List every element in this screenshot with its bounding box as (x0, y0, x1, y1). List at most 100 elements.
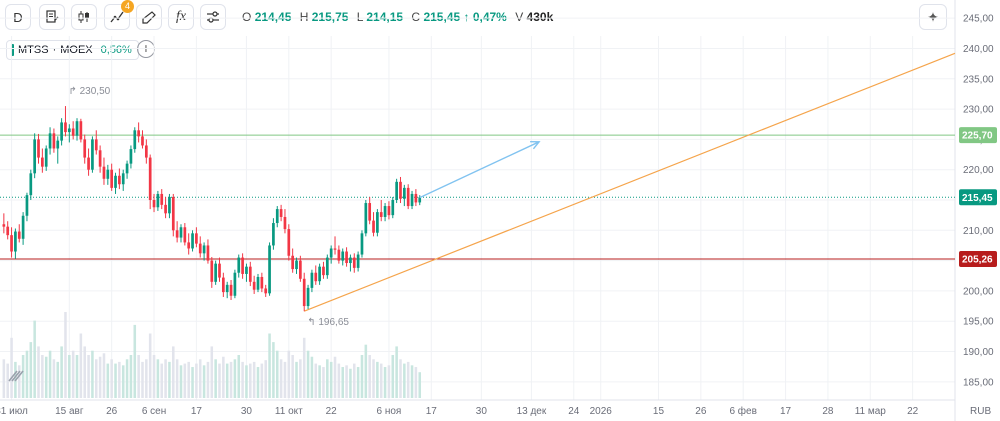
candle-body (187, 242, 191, 249)
candle-body (152, 200, 156, 208)
compare-button[interactable] (39, 4, 65, 30)
ohlc-readout: O 214,45 H 215,75 L 214,15 C 215,45 ↑ 0,… (242, 10, 553, 24)
volume-bar (356, 367, 360, 398)
candle-body (318, 266, 321, 282)
support-tag (959, 251, 997, 268)
time-axis-label: 11 мар (855, 406, 887, 417)
candle-body (379, 212, 383, 217)
time-axis-label: 26 (695, 406, 707, 417)
candle-body (260, 276, 264, 289)
volume-bar (383, 367, 387, 398)
candle-body (329, 248, 333, 258)
candle-body (202, 245, 206, 254)
volume-bar (48, 350, 52, 398)
candle-body (168, 196, 171, 214)
interval-button[interactable]: D (5, 4, 31, 30)
candle-body (67, 128, 71, 133)
candle-body (71, 128, 75, 136)
watermark-stroke (8, 370, 18, 382)
open-value: 214,45 (254, 10, 292, 24)
volume-bar (264, 360, 267, 398)
candle-body (252, 281, 256, 290)
candle-body (114, 175, 117, 188)
candle-body (129, 149, 133, 164)
watermark-stroke (14, 370, 24, 382)
resistance-tag-label: 225,70 (962, 131, 993, 142)
volume-bar (245, 365, 248, 398)
volume-bar (110, 359, 113, 398)
time-axis-label: 6 фев (729, 405, 756, 417)
candle-body (33, 139, 37, 174)
candle-body (402, 187, 406, 199)
volume-bar (260, 363, 264, 398)
candle-body (229, 284, 233, 296)
trend-line (303, 52, 956, 312)
ticker-label: MTSS (18, 44, 49, 56)
price-axis-label: 195,00 (963, 317, 994, 328)
volume-bar (64, 312, 67, 398)
price-axis-label: 190,00 (963, 347, 994, 358)
candle-body (306, 287, 310, 307)
volume-bar (52, 359, 56, 398)
volume-bar (102, 353, 106, 398)
candle-body (302, 278, 306, 307)
volume-bar (387, 365, 391, 398)
volume-bar (291, 355, 294, 398)
candle-body (118, 175, 121, 185)
time-axis-label: 22 (907, 406, 919, 417)
candle-body (64, 122, 67, 133)
candle-body (352, 257, 356, 268)
candle-body (21, 215, 25, 239)
candle-body (237, 257, 241, 273)
chart-type-button[interactable] (71, 4, 97, 30)
low-label: L (356, 10, 364, 24)
volume-bar (329, 361, 333, 398)
volume-bar (345, 365, 348, 398)
candle-body (75, 121, 79, 136)
volume-bar (283, 361, 287, 398)
candle-body (14, 231, 17, 252)
candle-body (195, 233, 198, 244)
forecast-arrow-head (530, 141, 541, 150)
candle-body (125, 163, 129, 174)
high-annotation: ↱ 230,50 (68, 86, 110, 97)
candle-body (110, 169, 114, 188)
close-label: C (411, 10, 421, 24)
candle-body (333, 248, 337, 250)
candle-body (218, 263, 221, 278)
price-axis-label: 240,00 (963, 44, 994, 55)
support-tag-label: 205,26 (962, 255, 993, 266)
volume-bar (121, 365, 125, 398)
candle-body (41, 157, 44, 167)
volume-bar (2, 359, 6, 398)
drawing-tools-button[interactable] (136, 4, 162, 30)
candle-body (137, 130, 140, 137)
candle-body (175, 230, 179, 238)
candle-body (283, 216, 287, 230)
candle-body (44, 148, 48, 167)
volume-bar (268, 333, 271, 398)
candle-body (10, 235, 13, 252)
volume-bar (353, 363, 356, 398)
candle-body (337, 249, 341, 261)
formula-button[interactable]: fx (168, 4, 194, 30)
open-label: O (242, 10, 252, 24)
volume-bar (341, 367, 344, 398)
candle-body (79, 121, 83, 140)
time-axis-label: 6 ноя (377, 406, 402, 417)
watermark-logo (8, 370, 24, 382)
candle-body (268, 245, 271, 294)
candle-body (133, 130, 137, 150)
volume-bar (60, 346, 63, 398)
indicators-button[interactable]: 4 (104, 0, 134, 30)
volume-bar (233, 359, 237, 398)
ai-sparkle-button[interactable]: ✦ (919, 4, 947, 30)
volume-bar (368, 355, 371, 398)
volume-label: V (515, 10, 524, 24)
volume-bar (17, 365, 21, 398)
candle-body (60, 122, 63, 141)
sliders-icon (207, 11, 219, 23)
chart-toolbar: D 4 fx (0, 0, 1000, 36)
settings-button[interactable] (200, 4, 226, 30)
